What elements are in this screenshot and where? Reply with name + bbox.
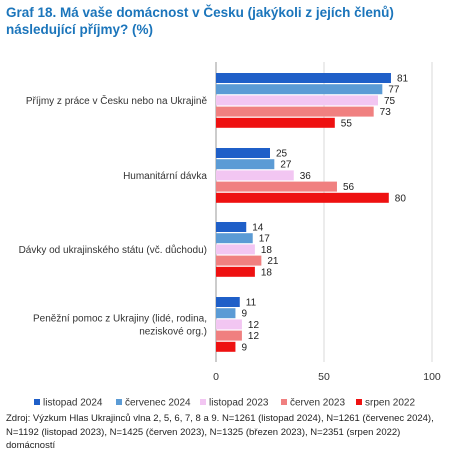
legend-swatch xyxy=(34,399,40,405)
bar xyxy=(216,233,253,244)
legend-label: srpen 2022 xyxy=(365,398,415,409)
data-label: 80 xyxy=(395,193,407,204)
category-label: Peněžní pomoc z Ukrajiny (lidé, rodina, xyxy=(33,313,207,324)
bar xyxy=(216,73,391,83)
data-label: 12 xyxy=(248,331,260,342)
bar xyxy=(216,341,236,352)
category-label: neziskové org.) xyxy=(139,326,207,337)
data-label: 81 xyxy=(397,74,409,85)
bar xyxy=(216,222,247,232)
x-tick-label: 50 xyxy=(318,371,330,383)
data-label: 9 xyxy=(241,309,247,320)
source-note: Zdroj: Výzkum Hlas Ukrajinců vlna 2, 5, … xyxy=(6,413,434,451)
bar xyxy=(216,106,374,117)
data-label: 9 xyxy=(241,342,247,353)
data-label: 75 xyxy=(384,96,396,107)
data-label: 21 xyxy=(267,256,279,267)
legend-label: červen 2023 xyxy=(290,398,345,409)
data-label: 12 xyxy=(248,320,260,331)
data-label: 36 xyxy=(300,171,312,182)
bar xyxy=(216,159,275,170)
legend-swatch xyxy=(200,399,206,405)
data-label: 11 xyxy=(246,298,257,309)
data-label: 18 xyxy=(261,267,273,278)
data-labels: 81 25 14 11 77 27 17 9 75 36 18 12 73 56 21 12 55 80 18 9 xyxy=(241,74,408,354)
legend: listopad 2024 červenec 2024 listopad 2023 č… xyxy=(34,398,415,409)
data-label: 27 xyxy=(280,160,292,171)
bar xyxy=(216,297,240,307)
category-label: Humanitární dávka xyxy=(123,171,207,182)
bar xyxy=(216,192,389,203)
bar xyxy=(216,181,337,192)
legend-swatch xyxy=(356,399,362,405)
category-label: Příjmy z práce v Česku nebo na Ukrajině xyxy=(26,94,208,107)
category-label: Dávky od ukrajinského státu (vč. důchodu… xyxy=(19,244,207,256)
legend-swatch xyxy=(116,399,122,405)
data-label: 77 xyxy=(388,85,400,96)
bar xyxy=(216,266,255,277)
bar xyxy=(216,170,294,181)
bar xyxy=(216,330,242,341)
bar xyxy=(216,308,236,319)
bar xyxy=(216,244,255,255)
data-label: 14 xyxy=(252,223,264,234)
bar xyxy=(216,84,383,95)
bar xyxy=(216,95,378,106)
data-label: 56 xyxy=(343,182,355,193)
data-label: 17 xyxy=(259,234,271,245)
legend-label: červenec 2024 xyxy=(125,398,191,409)
data-label: 73 xyxy=(380,107,392,118)
x-tick-label: 100 xyxy=(423,371,441,383)
x-tick-label: 0 xyxy=(213,371,219,383)
bar xyxy=(216,319,242,330)
bar xyxy=(216,148,270,158)
data-label: 25 xyxy=(276,149,288,160)
data-label: 55 xyxy=(341,118,353,129)
legend-label: listopad 2024 xyxy=(43,398,103,409)
bars xyxy=(216,73,391,352)
data-label: 18 xyxy=(261,245,273,256)
category-labels: Příjmy z práce v Česku nebo na Ukrajině H… xyxy=(19,94,208,337)
bar xyxy=(216,255,262,266)
x-axis: 0 50 100 xyxy=(213,371,441,383)
chart-title: Graf 18. Má vaše domácnost v Česku (jaký… xyxy=(6,5,394,37)
legend-label: listopad 2023 xyxy=(209,398,269,409)
bar-chart: 81 25 14 11 77 27 17 9 75 36 18 12 73 56 21 12 55 80 18 9 P… xyxy=(19,62,441,409)
bar xyxy=(216,117,335,128)
legend-swatch xyxy=(281,399,287,405)
